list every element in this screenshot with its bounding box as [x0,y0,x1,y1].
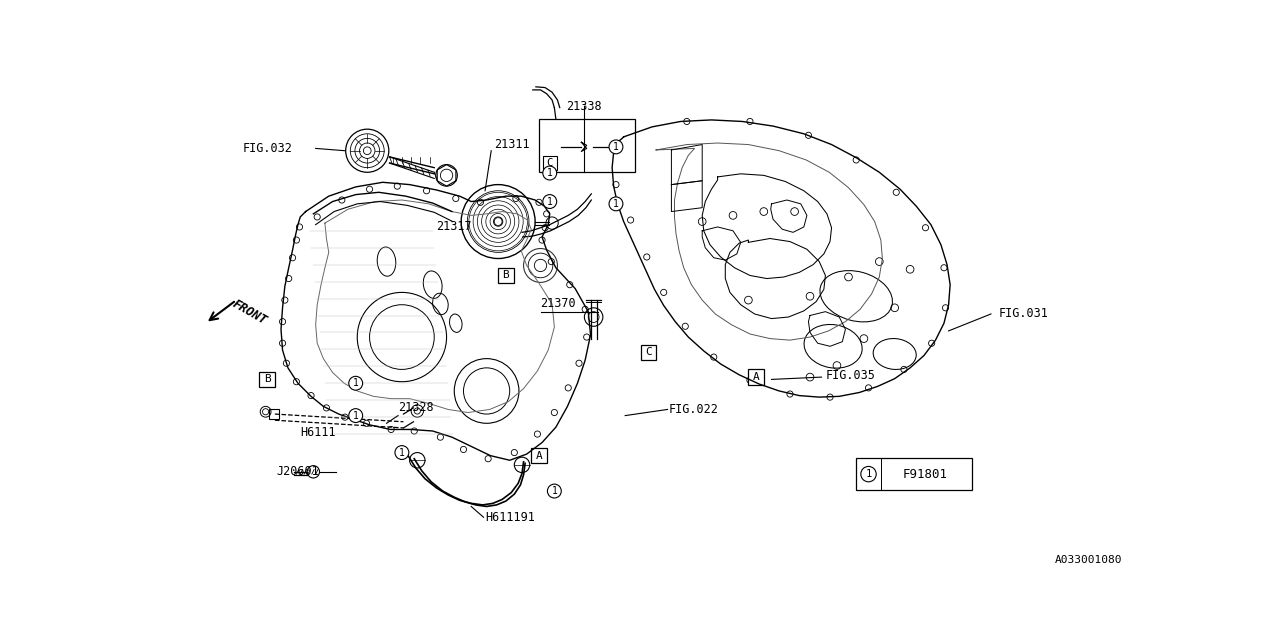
Text: FRONT: FRONT [230,298,269,328]
Bar [260,372,275,387]
Text: 21328: 21328 [398,401,434,415]
Text: A: A [535,451,543,461]
Text: FIG.032: FIG.032 [242,142,292,155]
Circle shape [543,166,557,180]
Text: 21338: 21338 [567,100,602,113]
Bar [856,458,972,490]
Text: C: C [645,348,652,358]
Text: 1: 1 [613,142,620,152]
Text: B: B [503,271,509,280]
Text: C: C [547,158,553,168]
Circle shape [548,484,562,498]
Text: 1: 1 [353,411,358,420]
Bar [498,268,513,283]
Circle shape [543,195,557,209]
Text: H6111: H6111 [301,426,335,439]
Circle shape [609,140,623,154]
Text: A033001080: A033001080 [1055,556,1121,565]
Text: 21317: 21317 [436,220,472,234]
Bar [640,345,657,360]
Text: 1: 1 [865,469,872,479]
Bar [270,410,279,419]
Text: J20601: J20601 [276,465,319,478]
Circle shape [861,467,877,482]
Text: 1: 1 [547,168,553,178]
Circle shape [348,409,362,422]
Text: 1: 1 [613,199,620,209]
Text: F91801: F91801 [902,468,948,481]
Text: 1: 1 [399,447,404,458]
Text: B: B [264,374,270,385]
Text: 1: 1 [353,378,358,388]
Circle shape [348,376,362,390]
Text: 1: 1 [552,486,557,496]
Bar [531,448,547,463]
Bar [543,156,557,170]
Text: FIG.022: FIG.022 [669,403,719,416]
Text: 21370: 21370 [540,298,576,310]
Text: FIG.031: FIG.031 [998,307,1048,321]
Bar [539,119,635,172]
Circle shape [396,445,408,460]
Bar [749,369,764,385]
Text: 1: 1 [547,196,553,207]
Circle shape [609,197,623,211]
Text: A: A [753,372,759,382]
Text: FIG.035: FIG.035 [826,369,876,382]
Text: H611191: H611191 [485,511,535,524]
Text: 21311: 21311 [494,138,530,151]
